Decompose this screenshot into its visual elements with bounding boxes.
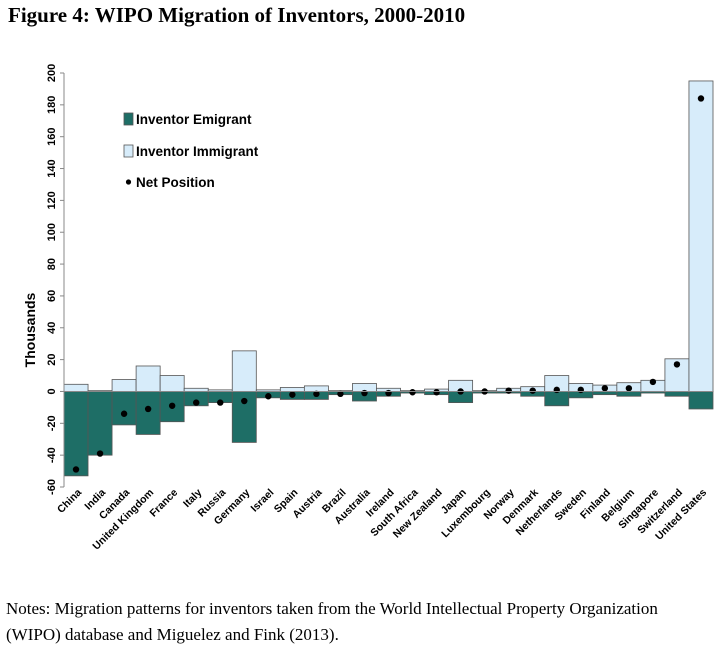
- y-tick-label: 120: [46, 191, 58, 209]
- net-position-point: [72, 466, 80, 473]
- net-position-point: [217, 399, 224, 406]
- legend-swatch-immigrant: [123, 144, 134, 158]
- net-position-point: [241, 397, 248, 405]
- net-position-point: [193, 399, 200, 406]
- emigrant-bar: [688, 391, 714, 410]
- net-position-points: [72, 95, 705, 473]
- emigrant-bar: [544, 391, 570, 407]
- immigrant-bar: [111, 379, 137, 392]
- net-position-point: [361, 389, 368, 397]
- figure-title: Figure 4: WIPO Migration of Inventors, 2…: [8, 3, 466, 27]
- net-position-point: [144, 405, 152, 413]
- y-tick-label: 180: [46, 96, 58, 114]
- x-tick-label: China: [55, 487, 84, 516]
- net-position-point: [697, 95, 705, 102]
- immigrant-bar: [303, 385, 329, 392]
- net-position-point: [529, 387, 536, 394]
- immigrant-bar: [159, 375, 185, 392]
- y-tick-label: -20: [46, 415, 58, 431]
- y-tick-label: 100: [46, 223, 58, 241]
- y-tick-label: -60: [46, 479, 58, 495]
- figure-notes: Notes: Migration patterns for inventors …: [6, 599, 658, 644]
- y-tick-label: 200: [46, 64, 58, 82]
- immigrant-bar: [63, 383, 89, 392]
- net-position-point: [553, 386, 560, 394]
- y-tick-label: 0: [46, 388, 58, 394]
- emigrant-bar: [664, 391, 690, 397]
- net-position-point: [601, 385, 609, 392]
- emigrant-bar: [135, 391, 161, 435]
- net-position-point: [673, 361, 681, 368]
- net-position-point: [168, 402, 176, 409]
- net-position-point: [385, 389, 392, 397]
- chart-axes: -60 -40 -20 0 20 40 60 80 100 120 140 160 180 200 Thou…: [22, 64, 713, 552]
- y-tick-label: 160: [46, 128, 58, 146]
- net-position-point: [96, 450, 104, 457]
- immigrant-bar: [231, 350, 257, 392]
- emigrant-bar: [63, 391, 89, 477]
- x-tick-label: Israel: [249, 487, 277, 515]
- legend-label-net: Net Position: [136, 175, 215, 190]
- emigrant-bar: [616, 391, 642, 397]
- y-tick-label: 60: [46, 290, 58, 302]
- emigrant-bars: [63, 391, 714, 477]
- immigrant-bar: [688, 80, 714, 392]
- emigrant-bar: [111, 391, 137, 426]
- legend: Inventor Emigrant Inventor Immigrant Net P…: [123, 112, 259, 190]
- emigrant-bar: [87, 391, 113, 456]
- y-tick-label: 40: [46, 322, 58, 334]
- immigrant-bar: [135, 365, 161, 392]
- legend-label-emigrant: Inventor Emigrant: [136, 112, 252, 127]
- y-axis-label: Thousands: [22, 292, 38, 367]
- net-position-point: [313, 390, 320, 398]
- net-position-point: [409, 389, 416, 396]
- y-tick-label: 80: [46, 258, 58, 270]
- net-position-point: [649, 378, 657, 386]
- y-tick-label: -40: [46, 447, 58, 463]
- legend-swatch-emigrant: [123, 112, 134, 126]
- net-position-point: [505, 387, 512, 394]
- net-position-point: [289, 391, 296, 398]
- net-position-point: [265, 393, 272, 400]
- net-position-point: [120, 410, 128, 417]
- net-position-point: [433, 389, 440, 396]
- legend-marker-net: [125, 179, 132, 185]
- y-tick-label: 140: [46, 159, 58, 177]
- bar-chart: -60 -40 -20 0 20 40 60 80 100 120 140 160 180 200 Thou…: [22, 64, 714, 552]
- net-position-point: [337, 390, 344, 398]
- net-position-point: [577, 386, 584, 394]
- immigrant-bar: [279, 387, 305, 392]
- y-tick-label: 20: [46, 353, 58, 365]
- immigrant-bars: [63, 80, 714, 392]
- net-position-point: [625, 385, 633, 392]
- legend-label-immigrant: Inventor Immigrant: [136, 144, 259, 159]
